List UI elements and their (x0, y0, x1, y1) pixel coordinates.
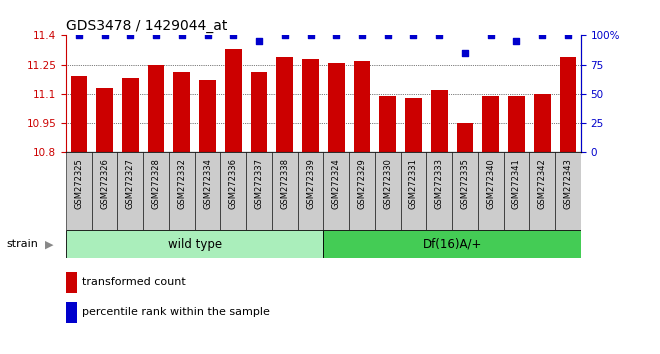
Bar (405, 98, 422, 152)
Point (459, 50, 470, 56)
Bar (534, 94, 550, 152)
Point (512, 38, 522, 44)
Text: transformed count: transformed count (82, 277, 186, 287)
Point (331, 33, 342, 38)
Bar (426, 152, 452, 230)
Bar (354, 61, 370, 152)
Bar (504, 152, 529, 230)
Text: GSM272339: GSM272339 (306, 159, 315, 209)
Bar (92, 152, 117, 230)
Bar (143, 152, 169, 230)
Text: GSM272326: GSM272326 (100, 159, 109, 209)
Bar (529, 152, 555, 230)
Text: GSM272329: GSM272329 (358, 159, 366, 209)
Bar (452, 152, 478, 230)
Text: ▶: ▶ (45, 239, 53, 249)
Text: GSM272327: GSM272327 (126, 159, 135, 209)
Point (383, 33, 393, 38)
Text: GSM272335: GSM272335 (461, 159, 469, 209)
Bar (225, 49, 242, 152)
Bar (328, 63, 345, 152)
Bar (555, 152, 581, 230)
Point (279, 33, 290, 38)
Point (176, 33, 187, 38)
Point (408, 33, 419, 38)
Bar (272, 152, 298, 230)
Bar (478, 152, 504, 230)
Bar (71, 76, 87, 152)
Bar (482, 96, 499, 152)
Bar (508, 96, 525, 152)
Text: GSM272334: GSM272334 (203, 159, 212, 209)
Text: GSM272342: GSM272342 (538, 159, 546, 209)
Text: percentile rank within the sample: percentile rank within the sample (82, 307, 271, 318)
Point (537, 33, 548, 38)
Text: GSM272330: GSM272330 (383, 159, 392, 209)
Point (485, 33, 496, 38)
Bar (401, 152, 426, 230)
Bar (375, 152, 401, 230)
Text: GSM272343: GSM272343 (564, 159, 572, 209)
Bar (220, 152, 246, 230)
Bar (199, 80, 216, 152)
Bar (457, 123, 473, 152)
Text: GSM272337: GSM272337 (255, 159, 263, 210)
Text: GDS3478 / 1429044_at: GDS3478 / 1429044_at (66, 19, 228, 33)
Bar (96, 88, 113, 152)
Bar (298, 152, 323, 230)
Point (356, 33, 367, 38)
Bar (302, 59, 319, 152)
Text: GSM272333: GSM272333 (435, 159, 444, 210)
Bar (66, 272, 77, 292)
Text: GSM272338: GSM272338 (280, 159, 289, 210)
Bar (174, 72, 190, 152)
Bar (66, 230, 323, 258)
Bar (277, 57, 293, 152)
Text: wild type: wild type (168, 238, 222, 251)
Bar (66, 152, 92, 230)
Point (74, 33, 84, 38)
Point (99, 33, 110, 38)
Text: GSM272340: GSM272340 (486, 159, 495, 209)
Bar (251, 72, 267, 152)
Point (305, 33, 315, 38)
Bar (431, 90, 447, 152)
Text: GSM272328: GSM272328 (152, 159, 160, 209)
Point (125, 33, 136, 38)
Bar (195, 152, 220, 230)
Bar (560, 57, 576, 152)
Text: strain: strain (7, 239, 38, 249)
Text: GSM272341: GSM272341 (512, 159, 521, 209)
Text: GSM272324: GSM272324 (332, 159, 341, 209)
Bar (169, 152, 195, 230)
Point (202, 33, 213, 38)
Text: Df(16)A/+: Df(16)A/+ (422, 238, 482, 251)
Bar (66, 302, 77, 323)
Text: GSM272336: GSM272336 (229, 159, 238, 210)
Text: GSM272332: GSM272332 (178, 159, 186, 209)
Bar (148, 65, 164, 152)
Text: GSM272331: GSM272331 (409, 159, 418, 209)
Point (253, 38, 264, 44)
Point (434, 33, 445, 38)
Bar (323, 152, 349, 230)
Bar (117, 152, 143, 230)
Point (228, 33, 239, 38)
Bar (379, 96, 396, 152)
Bar (323, 230, 581, 258)
Bar (246, 152, 272, 230)
Point (562, 33, 573, 38)
Point (150, 33, 162, 38)
Bar (122, 78, 139, 152)
Bar (349, 152, 375, 230)
Text: GSM272325: GSM272325 (75, 159, 83, 209)
